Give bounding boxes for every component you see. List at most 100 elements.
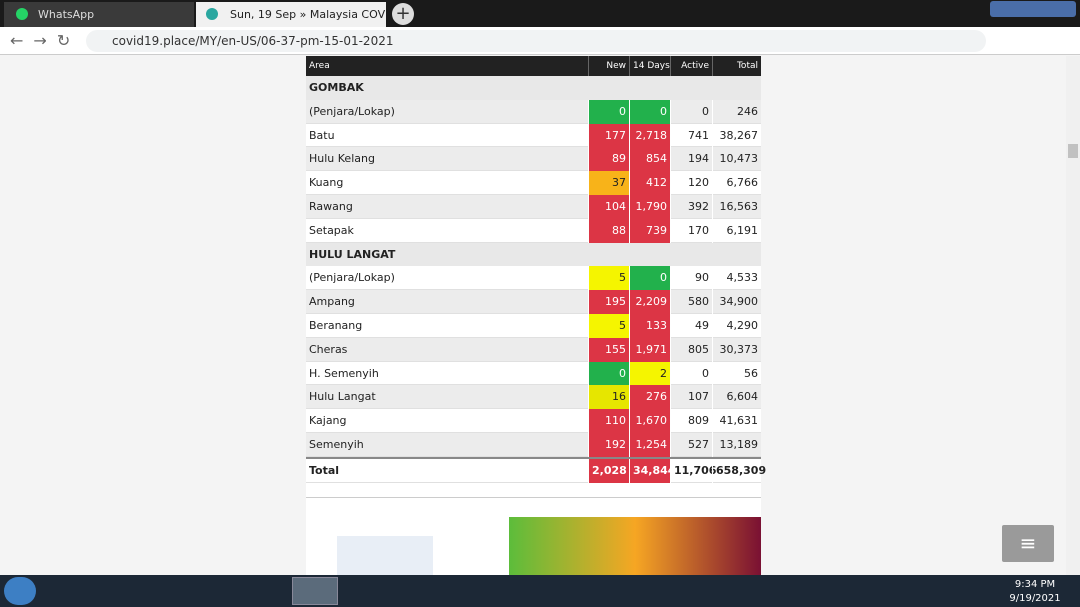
cell: 0 bbox=[629, 99, 670, 124]
window-controls[interactable] bbox=[990, 1, 1076, 17]
cell: Kajang bbox=[309, 414, 347, 428]
tab-icon bbox=[16, 8, 28, 20]
cell: 120 bbox=[670, 171, 712, 195]
section-row bbox=[306, 242, 761, 267]
cell: 805 bbox=[670, 337, 712, 362]
cell: 38,267 bbox=[712, 123, 761, 148]
cell: 107 bbox=[670, 385, 712, 410]
header-cell: 14 Days bbox=[629, 56, 670, 76]
cell: 2,718 bbox=[629, 123, 670, 148]
section-title: HULU LANGAT bbox=[309, 247, 396, 261]
cell: 88 bbox=[588, 218, 629, 243]
cell: 110 bbox=[588, 409, 629, 433]
cell: (Penjara/Lokap) bbox=[309, 104, 395, 118]
cell: Hulu Langat bbox=[309, 390, 376, 404]
cell: 10,473 bbox=[712, 147, 761, 172]
cell: 4,290 bbox=[712, 314, 761, 338]
cell: 89 bbox=[588, 147, 629, 172]
cell: 1,254 bbox=[629, 433, 670, 457]
menu-button[interactable]: ≡ bbox=[1002, 525, 1054, 562]
cell: 854 bbox=[629, 147, 670, 172]
cell: 192 bbox=[588, 433, 629, 457]
cell: 2,209 bbox=[629, 290, 670, 314]
cell: 194 bbox=[670, 147, 712, 172]
tab[interactable]: Sun, 19 Sep » Malaysia COVID-19 bbox=[196, 2, 386, 27]
cell: 392 bbox=[670, 195, 712, 219]
total-border bbox=[306, 456, 761, 459]
cell: 739 bbox=[629, 218, 670, 243]
cell: 11,706 bbox=[670, 458, 716, 483]
table: Area New 14 Days Active Total GOMBAK (Penjara/… bbox=[306, 56, 766, 483]
clock-time: 9:34 PM bbox=[1014, 579, 1056, 590]
cell: Semenyih bbox=[309, 438, 364, 451]
scroll-thumb[interactable] bbox=[1068, 144, 1078, 158]
omnibox[interactable] bbox=[86, 30, 986, 52]
cell: (Penjara/Lokap) bbox=[309, 271, 395, 285]
cell: Hulu Kelang bbox=[309, 152, 375, 166]
taskbar-item[interactable] bbox=[292, 577, 338, 605]
cell: 0 bbox=[670, 361, 712, 386]
header-cell: New bbox=[588, 56, 629, 76]
clock-date: 9/19/2021 bbox=[1009, 593, 1061, 604]
cell: 0 bbox=[629, 266, 670, 291]
cell: 412 bbox=[629, 171, 670, 195]
cell: 49 bbox=[670, 314, 712, 338]
cell: 0 bbox=[588, 99, 629, 124]
cell: 170 bbox=[670, 218, 712, 243]
cell: 6,766 bbox=[712, 171, 761, 195]
cell: Cheras bbox=[309, 342, 348, 356]
nav-buttons[interactable]: ←→↻ bbox=[10, 31, 81, 50]
cell: 1,670 bbox=[629, 409, 670, 433]
new-tab-button[interactable]: + bbox=[392, 3, 414, 25]
cell: 4,533 bbox=[712, 266, 761, 291]
taskbar bbox=[0, 575, 1080, 607]
cell: Rawang bbox=[309, 200, 353, 213]
cell: Beranang bbox=[309, 319, 363, 332]
cell: 13,189 bbox=[712, 433, 761, 457]
cell: 246 bbox=[712, 99, 761, 124]
url: covid19.place/MY/en-US/06-37-pm-15-01-20… bbox=[112, 34, 394, 48]
cell: 1,971 bbox=[629, 337, 670, 362]
ad-image bbox=[509, 517, 761, 575]
cell: Total bbox=[309, 463, 340, 477]
cell: Batu bbox=[309, 128, 335, 142]
cell: 41,631 bbox=[712, 409, 761, 433]
cell: 5 bbox=[588, 314, 629, 338]
cell: 133 bbox=[629, 314, 670, 338]
tab-icon bbox=[206, 8, 218, 20]
start-button[interactable] bbox=[4, 577, 36, 605]
cell: H. Semenyih bbox=[309, 366, 379, 380]
cell: 56 bbox=[712, 361, 761, 386]
cell: 527 bbox=[670, 433, 712, 457]
cell: 6,604 bbox=[712, 385, 761, 410]
cell: 177 bbox=[588, 123, 629, 148]
cell: 16,563 bbox=[712, 195, 761, 219]
cell: 16 bbox=[588, 385, 629, 410]
tab[interactable]: WhatsApp bbox=[4, 2, 194, 27]
cell: 741 bbox=[670, 123, 712, 148]
cell: 34,900 bbox=[712, 290, 761, 314]
cell: 6,191 bbox=[712, 218, 761, 243]
header-cell: Active bbox=[670, 56, 712, 76]
header-row bbox=[306, 56, 761, 76]
cell: 658,309 bbox=[712, 458, 766, 483]
header-cell: Area bbox=[309, 61, 330, 71]
cell: 195 bbox=[588, 290, 629, 314]
cell: 5 bbox=[588, 266, 629, 291]
section-title: GOMBAK bbox=[309, 81, 364, 94]
cell: Kuang bbox=[309, 176, 344, 190]
section-row bbox=[306, 76, 761, 100]
cell: 34,844 bbox=[629, 458, 675, 483]
cell: 809 bbox=[670, 409, 712, 433]
cell: 37 bbox=[588, 171, 629, 195]
ad-image bbox=[337, 536, 433, 575]
cell: 0 bbox=[588, 361, 629, 386]
cell: 276 bbox=[629, 385, 670, 410]
cell: 2,028 bbox=[588, 458, 629, 483]
cell: 0 bbox=[670, 99, 712, 124]
scrollbar bbox=[1066, 56, 1080, 575]
cell: 2 bbox=[629, 361, 670, 386]
cell: 580 bbox=[670, 290, 712, 314]
separator bbox=[306, 497, 761, 498]
